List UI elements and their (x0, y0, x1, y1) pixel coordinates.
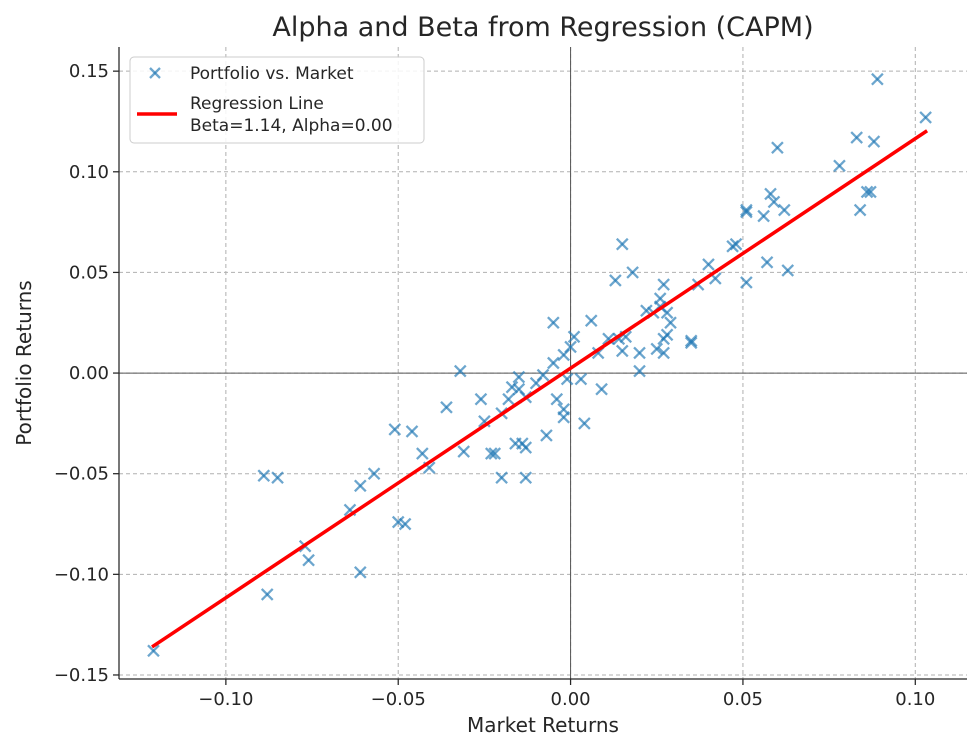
data-point (764, 187, 777, 201)
y-tick-label: 0.00 (69, 363, 109, 384)
data-point (560, 372, 574, 386)
tick-marks: −0.10 −0.05 0.00 0.05 0.10 −0.15 −0.10 −0.05 0.0… (54, 61, 936, 710)
data-point (684, 334, 698, 348)
data-point (664, 316, 677, 330)
legend-marker-scatter (149, 67, 161, 79)
regression-line (151, 129, 929, 649)
data-point (405, 425, 419, 438)
legend-label-regression-params: Beta=1.14, Alpha=0.00 (190, 116, 393, 136)
y-tick-label: 0.05 (69, 262, 109, 283)
y-axis-label: Portfolio Returns (12, 280, 36, 445)
legend-frame (129, 56, 425, 144)
data-point (388, 423, 402, 436)
chart-title: Alpha and Beta from Regression (CAPM) (272, 12, 813, 43)
data-point (547, 316, 560, 330)
data-point (757, 209, 770, 223)
data-point (474, 392, 488, 406)
data-point (864, 185, 877, 199)
data-point (147, 644, 160, 658)
data-point (781, 264, 795, 277)
data-point (740, 205, 753, 219)
data-point (519, 471, 533, 485)
data-point (536, 368, 550, 382)
y-tick-label: 0.15 (69, 61, 109, 82)
data-point (440, 400, 453, 414)
data-point (574, 372, 588, 386)
y-tick-label: −0.15 (54, 665, 109, 686)
x-tick-label: −0.10 (198, 689, 253, 710)
data-point (740, 276, 753, 289)
y-tick-label: −0.10 (54, 564, 109, 585)
data-point (767, 195, 781, 209)
data-point (684, 336, 698, 350)
data-point (484, 447, 498, 460)
data-point (540, 429, 553, 442)
y-tick-label: 0.10 (69, 162, 109, 183)
x-tick-label: 0.05 (723, 689, 763, 710)
x-tick-label: 0.00 (551, 689, 591, 710)
data-point (547, 356, 560, 370)
data-point (871, 72, 884, 86)
data-point (760, 256, 774, 269)
scatter-points (147, 72, 932, 658)
legend-label-regression-line: Regression Line (190, 94, 324, 114)
data-point (615, 237, 629, 251)
data-point (578, 417, 591, 430)
regression-line-layer (151, 129, 929, 649)
data-point (660, 328, 674, 342)
data-point (919, 111, 932, 124)
data-point (488, 447, 502, 460)
data-point (367, 467, 381, 481)
y-tick-label: −0.05 (54, 464, 109, 485)
data-point (653, 292, 667, 305)
data-point (495, 471, 508, 485)
data-point (271, 471, 284, 485)
data-point (626, 266, 639, 279)
data-point (353, 479, 367, 493)
data-point (564, 340, 577, 354)
data-point (519, 441, 533, 454)
data-point (457, 445, 471, 458)
data-point (416, 447, 429, 460)
data-point (777, 203, 791, 217)
data-point (633, 364, 646, 378)
data-point (502, 392, 515, 406)
data-point (453, 364, 467, 378)
data-point (302, 553, 315, 567)
data-point (398, 517, 412, 531)
data-point (657, 346, 670, 360)
data-point (860, 185, 874, 199)
legend-label-scatter: Portfolio vs. Market (190, 64, 354, 84)
data-point (650, 342, 664, 356)
x-axis-label: Market Returns (467, 713, 619, 737)
data-point (550, 392, 564, 406)
legend: Portfolio vs. Market Regression Line Bet… (129, 56, 425, 144)
axes (118, 47, 967, 680)
data-point (729, 237, 743, 251)
x-tick-label: −0.05 (371, 689, 426, 710)
data-point (771, 141, 784, 154)
data-point (595, 382, 608, 396)
data-point (657, 278, 670, 291)
data-point (702, 258, 715, 271)
data-point (850, 131, 864, 144)
data-point (353, 566, 367, 579)
zero-reference-lines (119, 47, 967, 679)
data-point (557, 402, 570, 416)
data-point (257, 469, 271, 483)
data-point (853, 203, 867, 217)
data-point (512, 370, 526, 384)
data-point (740, 203, 753, 217)
x-tick-label: 0.10 (895, 689, 935, 710)
data-point (260, 588, 274, 601)
data-point (584, 314, 598, 328)
data-point (867, 135, 881, 148)
data-point (660, 306, 674, 319)
data-point (833, 159, 846, 173)
data-point (615, 344, 629, 358)
data-point (633, 346, 646, 360)
data-point (567, 330, 581, 344)
data-point (609, 274, 622, 287)
